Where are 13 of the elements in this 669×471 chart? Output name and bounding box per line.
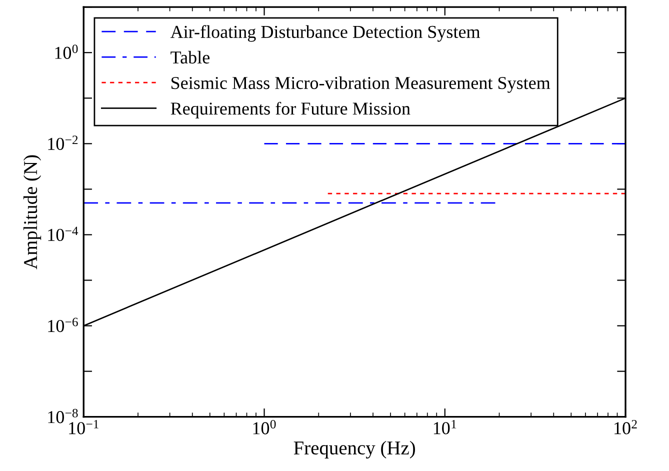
legend-label: Air-floating Disturbance Detection System [170,25,480,42]
legend-label: Seismic Mass Micro-vibration Measurement System [172,76,550,93]
x-tick-label: 10$^{2}$ [614,420,637,434]
x-tick-label: 10$^{0}$ [253,420,276,434]
y-tick-label: 10$^{0}$ [55,44,78,59]
legend-label: Table [170,50,210,64]
legend-label: Requirements for Future Mission [170,102,410,118]
x-axis-title: Frequency (Hz) [294,440,415,459]
y-axis-title: Amplitude (N) [23,155,42,270]
x-tick-label: 10$^{1}$ [434,420,456,434]
y-tick-label: 10$^{−4}$ [48,226,78,242]
y-tick-label: 10$^{−2}$ [48,136,78,150]
y-tick-label: 10$^{−6}$ [48,318,78,332]
